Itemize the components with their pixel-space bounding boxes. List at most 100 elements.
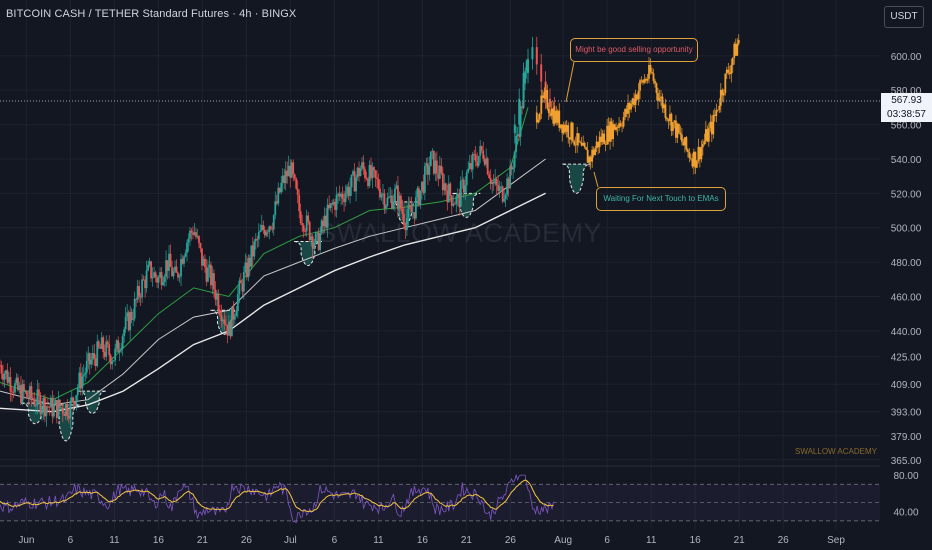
time-axis[interactable]: Jun 6 11 16 21 26 Jul 6 11 16 21 26 Aug 6 11 16 21 26 Sep xyxy=(18,535,845,546)
candle-body xyxy=(193,232,196,235)
candle-body xyxy=(242,271,245,292)
candle-body xyxy=(352,171,354,175)
candle-body xyxy=(509,166,512,189)
candle-body xyxy=(198,236,200,244)
candle-body xyxy=(253,241,256,257)
candle-body xyxy=(202,258,205,266)
candle-body xyxy=(461,179,464,182)
projection-body xyxy=(701,144,704,148)
projection-body xyxy=(664,104,667,118)
candle-body xyxy=(492,181,495,184)
projection-body xyxy=(607,125,610,142)
candle-body xyxy=(141,279,144,298)
candle-body xyxy=(159,272,161,278)
currency-button[interactable]: USDT xyxy=(884,6,924,28)
candle-body xyxy=(271,228,274,230)
candle-body xyxy=(401,208,404,214)
candle-body xyxy=(482,150,485,159)
candle-body xyxy=(355,177,357,192)
candle-body xyxy=(48,406,51,408)
projection-body xyxy=(565,125,568,132)
candle-body xyxy=(229,321,232,337)
projection-body xyxy=(646,78,649,81)
candle-body xyxy=(370,164,372,179)
candle-body xyxy=(108,344,111,356)
candle-body xyxy=(11,391,13,393)
candle-body xyxy=(516,134,519,137)
candle-body xyxy=(226,324,229,336)
candle-body xyxy=(524,71,526,84)
candle-body xyxy=(139,296,142,298)
candle-body xyxy=(127,312,130,331)
time-tick-label: Jul xyxy=(284,535,297,546)
candle-body xyxy=(9,376,12,392)
projection-body xyxy=(582,142,585,146)
candle-body xyxy=(118,350,121,353)
candle-body xyxy=(549,98,551,108)
candle-body xyxy=(435,160,438,174)
candle-body xyxy=(488,174,491,179)
candle-body xyxy=(230,306,233,337)
projection-body xyxy=(631,98,634,104)
selling-opportunity-note[interactable]: Might be good selling opportunity xyxy=(570,38,698,62)
candle-body xyxy=(112,360,115,362)
candle-body xyxy=(251,245,254,257)
candle-body xyxy=(347,186,350,196)
candle-body xyxy=(307,215,310,222)
projection-body xyxy=(703,140,706,145)
candle-body xyxy=(416,188,419,198)
candle-body xyxy=(455,196,458,205)
candle-body xyxy=(190,230,193,233)
projection-body xyxy=(736,43,739,56)
projection-body xyxy=(704,129,707,141)
candle-body xyxy=(52,404,55,417)
projection-body xyxy=(669,113,671,121)
candle-body xyxy=(449,183,452,196)
candle-body xyxy=(213,273,215,290)
candle-body xyxy=(21,384,24,403)
projection-body xyxy=(651,71,653,74)
candle-body xyxy=(87,353,90,361)
candle-body xyxy=(96,341,99,366)
candle-body xyxy=(121,336,124,349)
candle-body xyxy=(397,185,399,209)
price-axis[interactable]: 365.00 379.00 393.00 409.00 425.00 440.00 460.… xyxy=(891,52,922,467)
candle-body xyxy=(521,106,524,108)
candle-body xyxy=(419,190,422,206)
candle-body xyxy=(145,270,148,289)
candle-body xyxy=(153,272,155,278)
projection-body xyxy=(625,109,628,114)
candle-body xyxy=(132,318,135,320)
candle-body xyxy=(192,232,194,235)
touch-zone xyxy=(562,163,591,194)
projection-body xyxy=(574,144,577,146)
projection-body xyxy=(661,96,664,109)
candle-body xyxy=(187,238,190,243)
projection-body xyxy=(709,121,712,129)
projection-body xyxy=(657,92,659,101)
candle-body xyxy=(283,175,286,184)
candle-body xyxy=(458,193,461,207)
candle-body xyxy=(205,267,208,282)
candle-body xyxy=(100,337,103,349)
candle-body xyxy=(371,167,374,179)
candle-body xyxy=(6,370,9,383)
projection-body xyxy=(630,103,632,110)
ema-touch-note[interactable]: Waiting For Next Touch to EMAs xyxy=(596,187,726,211)
projection-body xyxy=(684,137,686,146)
time-tick-label: 21 xyxy=(461,535,473,546)
projection-body xyxy=(706,129,709,142)
candle-body xyxy=(417,188,420,206)
candle-body xyxy=(208,264,211,269)
candle-body xyxy=(277,187,280,204)
candle-body xyxy=(60,407,63,409)
candle-body xyxy=(67,416,70,419)
candle-body xyxy=(109,355,112,365)
candle-body xyxy=(441,172,444,191)
rsi-pane: 40.00 80.00 xyxy=(0,465,919,524)
candle-body xyxy=(365,178,368,179)
candle-body xyxy=(157,277,160,283)
projection-body xyxy=(725,69,728,74)
projection-body xyxy=(688,152,691,158)
